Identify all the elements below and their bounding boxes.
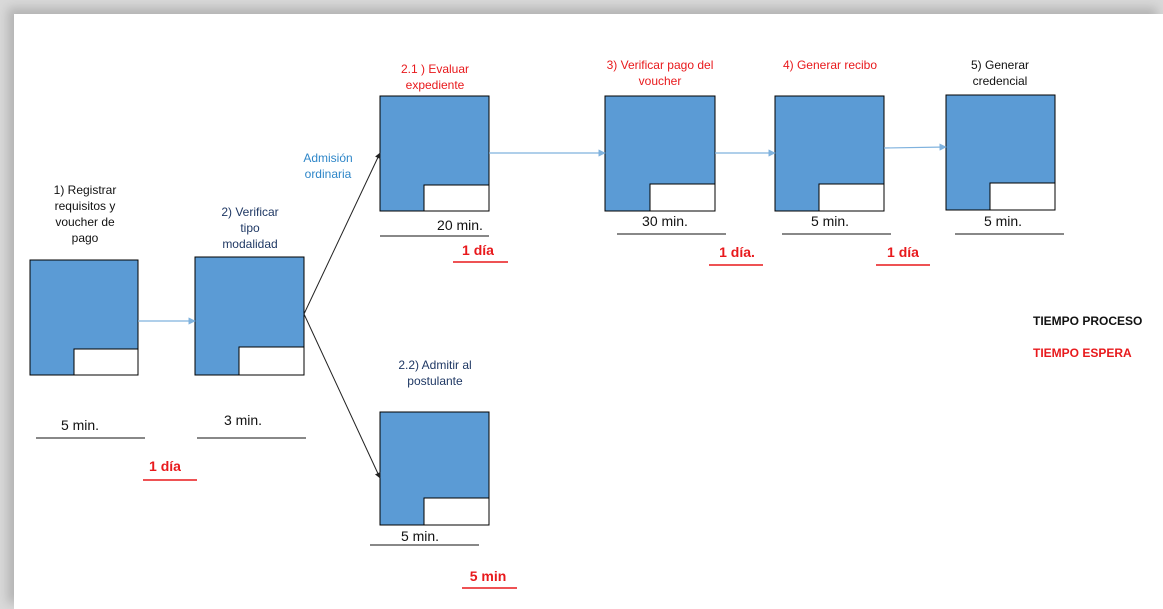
legend-process-time: TIEMPO PROCESO <box>1033 314 1143 328</box>
wait-time-3: 1 día. <box>719 244 755 260</box>
step-2-label: 2) Verificar tipo modalidad <box>221 205 279 251</box>
process-time-2-2: 5 min. <box>400 528 440 544</box>
arrow-2-to-2-1 <box>303 152 381 315</box>
process-time-5: 5 min. <box>983 213 1023 229</box>
wait-time-1: 1 día <box>149 458 181 474</box>
arrow-2-to-2-2 <box>303 313 381 479</box>
wait-time-4: 1 día <box>887 244 919 260</box>
arrow-4-to-5 <box>883 143 947 151</box>
branch-label-admision-ordinaria: Admisión ordinaria <box>303 151 353 181</box>
process-time-4: 5 min. <box>810 213 850 229</box>
process-time-2: 3 min. <box>223 412 263 428</box>
step-2-1-box <box>379 95 490 212</box>
wait-time-2-1: 1 día <box>462 242 494 258</box>
process-time-3: 30 min. <box>642 213 688 229</box>
step-4-label: 4) Generar recibo <box>782 58 878 72</box>
step-3-box <box>604 95 716 212</box>
step-5-box <box>945 94 1056 211</box>
step-1-label: 1) Registrar requisitos y voucher de pag… <box>53 183 117 245</box>
step-5-label: 5) Generar credencial <box>970 58 1030 88</box>
wait-time-2-2: 5 min <box>469 568 507 584</box>
step-2-2-box <box>379 411 490 526</box>
step-2-box <box>194 256 305 376</box>
step-4-box <box>774 95 885 212</box>
legend-wait-time: TIEMPO ESPERA <box>1033 346 1132 360</box>
process-time-1: 5 min. <box>60 417 100 433</box>
process-time-2-1: 20 min. <box>437 217 483 233</box>
step-3-label: 3) Verificar pago del voucher <box>606 58 714 88</box>
step-2-1-label: 2.1 ) Evaluar expediente <box>400 62 470 92</box>
step-2-2-label: 2.2) Admitir al postulante <box>398 358 472 388</box>
step-1-box <box>29 259 139 376</box>
